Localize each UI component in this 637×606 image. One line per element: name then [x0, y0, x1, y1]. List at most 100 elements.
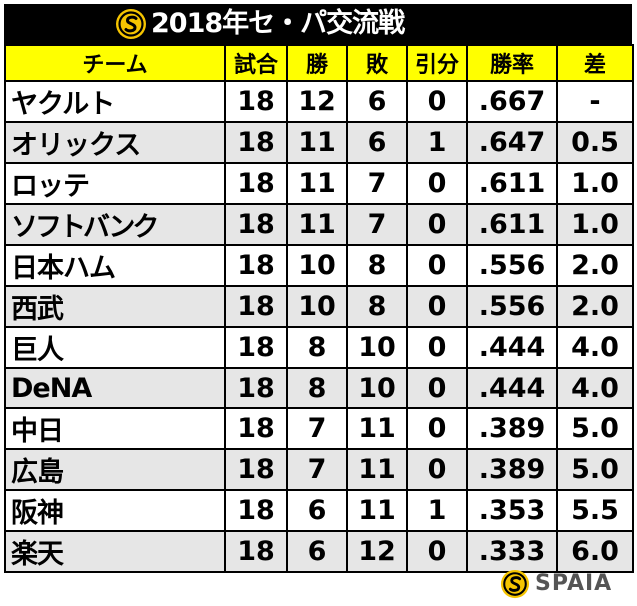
games-cell: 18 [224, 530, 288, 573]
gb-cell: 1.0 [556, 162, 634, 205]
wins-cell: 11 [286, 203, 348, 246]
team-cell: ソフトバンク [4, 203, 226, 246]
table-row: ソフトバンク 18 11 7 0.611 1.0 [4, 203, 634, 246]
team-cell: 日本ハム [4, 244, 226, 287]
header-losses: 敗 [346, 44, 408, 82]
pct-cell: .444 [466, 367, 558, 409]
draws-cell: 1 [406, 489, 468, 532]
games-cell: 18 [224, 448, 288, 491]
pct-cell: .556 [466, 285, 558, 328]
team-cell: 広島 [4, 448, 226, 491]
table-row: DeNA 18 8 10 0.444 4.0 [4, 367, 634, 409]
draws-cell: 0 [406, 244, 468, 287]
draws-cell: 1 [406, 121, 468, 164]
spaia-logo-icon [116, 9, 146, 39]
games-cell: 18 [224, 203, 288, 246]
draws-cell: 0 [406, 326, 468, 369]
table-row: ヤクルト 18 12 6 0.667- [4, 80, 634, 123]
pct-cell: .389 [466, 407, 558, 450]
losses-cell: 8 [346, 285, 408, 328]
losses-cell: 6 [346, 80, 408, 123]
wins-cell: 11 [286, 162, 348, 205]
games-cell: 18 [224, 367, 288, 409]
draws-cell: 0 [406, 285, 468, 328]
draws-cell: 0 [406, 162, 468, 205]
header-pct: 勝率 [466, 44, 558, 82]
games-cell: 18 [224, 80, 288, 123]
header-team: チーム [4, 44, 226, 82]
header-row: チーム 試合 勝 敗 引分 勝率 差 [4, 44, 634, 82]
gb-cell: 1.0 [556, 203, 634, 246]
team-cell: 楽天 [4, 530, 226, 573]
gb-cell: 0.5 [556, 121, 634, 164]
games-cell: 18 [224, 407, 288, 450]
draws-cell: 0 [406, 448, 468, 491]
pct-cell: .611 [466, 162, 558, 205]
losses-cell: 6 [346, 121, 408, 164]
header-games: 試合 [224, 44, 288, 82]
wins-cell: 6 [286, 489, 348, 532]
draws-cell: 0 [406, 530, 468, 573]
footer-brand: SPAIA [535, 571, 613, 596]
wins-cell: 12 [286, 80, 348, 123]
losses-cell: 7 [346, 162, 408, 205]
standings-table: チーム 試合 勝 敗 引分 勝率 差 ヤクルト 18 12 6 0.667- オリックス 1… [4, 44, 634, 573]
pct-cell: .389 [466, 448, 558, 491]
games-cell: 18 [224, 285, 288, 328]
spaia-footer-logo-icon [500, 569, 530, 599]
losses-cell: 11 [346, 489, 408, 532]
wins-cell: 8 [286, 326, 348, 369]
team-cell: オリックス [4, 121, 226, 164]
pct-cell: .444 [466, 326, 558, 369]
gb-cell: 2.0 [556, 244, 634, 287]
gb-cell: 2.0 [556, 285, 634, 328]
wins-cell: 6 [286, 530, 348, 573]
draws-cell: 0 [406, 407, 468, 450]
team-cell: DeNA [4, 367, 226, 409]
losses-cell: 11 [346, 407, 408, 450]
wins-cell: 7 [286, 448, 348, 491]
team-cell: ロッテ [4, 162, 226, 205]
losses-cell: 10 [346, 326, 408, 369]
pct-cell: .611 [466, 203, 558, 246]
gb-cell: 5.0 [556, 407, 634, 450]
pct-cell: .556 [466, 244, 558, 287]
losses-cell: 8 [346, 244, 408, 287]
wins-cell: 10 [286, 285, 348, 328]
table-row: 巨人 18 8 10 0.444 4.0 [4, 326, 634, 369]
draws-cell: 0 [406, 367, 468, 409]
draws-cell: 0 [406, 203, 468, 246]
table-row: 日本ハム 18 10 8 0.556 2.0 [4, 244, 634, 287]
gb-cell: 5.5 [556, 489, 634, 532]
games-cell: 18 [224, 244, 288, 287]
table-row: ロッテ 18 11 7 0.611 1.0 [4, 162, 634, 205]
gb-cell: - [556, 80, 634, 123]
table-row: 中日 18 7 11 0.389 5.0 [4, 407, 634, 450]
pct-cell: .647 [466, 121, 558, 164]
title-bar: 2018年セ・パ交流戦 [4, 4, 632, 44]
games-cell: 18 [224, 489, 288, 532]
losses-cell: 10 [346, 367, 408, 409]
table-row: 広島 18 7 11 0.389 5.0 [4, 448, 634, 491]
gb-cell: 5.0 [556, 448, 634, 491]
games-cell: 18 [224, 326, 288, 369]
team-cell: 西武 [4, 285, 226, 328]
losses-cell: 7 [346, 203, 408, 246]
table-row: 楽天 18 6 12 0.333 6.0 [4, 530, 634, 573]
table-row: オリックス 18 11 6 1.647 0.5 [4, 121, 634, 164]
gb-cell: 4.0 [556, 326, 634, 369]
wins-cell: 11 [286, 121, 348, 164]
games-cell: 18 [224, 121, 288, 164]
team-cell: ヤクルト [4, 80, 226, 123]
losses-cell: 11 [346, 448, 408, 491]
wins-cell: 10 [286, 244, 348, 287]
gb-cell: 6.0 [556, 530, 634, 573]
losses-cell: 12 [346, 530, 408, 573]
pct-cell: .667 [466, 80, 558, 123]
team-cell: 中日 [4, 407, 226, 450]
footer-logo: SPAIA [500, 567, 630, 601]
team-cell: 巨人 [4, 326, 226, 369]
draws-cell: 0 [406, 80, 468, 123]
games-cell: 18 [224, 162, 288, 205]
pct-cell: .353 [466, 489, 558, 532]
